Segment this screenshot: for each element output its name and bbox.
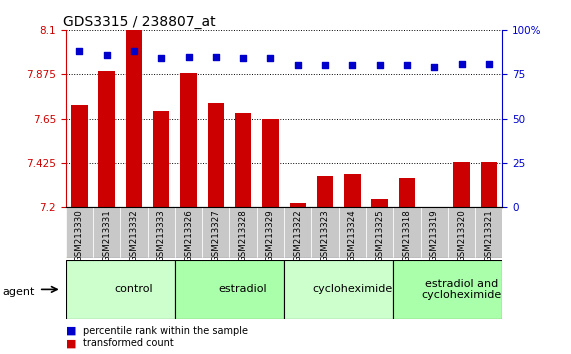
Point: [102, 52, 111, 58]
Point: [320, 63, 329, 68]
Point: [130, 48, 139, 54]
Point: [457, 61, 466, 67]
Text: GSM213326: GSM213326: [184, 210, 193, 262]
Point: [293, 63, 302, 68]
Text: GSM213320: GSM213320: [457, 210, 466, 262]
Bar: [98, 72, 115, 207]
Bar: [202, 207, 230, 258]
Bar: [66, 260, 175, 319]
Text: GSM213322: GSM213322: [293, 210, 302, 262]
Bar: [339, 207, 366, 258]
Bar: [481, 162, 497, 207]
Text: GSM213328: GSM213328: [239, 210, 248, 262]
Text: GSM213331: GSM213331: [102, 210, 111, 262]
Point: [266, 56, 275, 61]
Bar: [366, 207, 393, 258]
Bar: [399, 178, 415, 207]
Point: [375, 63, 384, 68]
Bar: [120, 207, 147, 258]
Text: agent: agent: [3, 287, 35, 297]
Point: [75, 48, 84, 54]
Text: ■: ■: [66, 326, 76, 336]
Text: GDS3315 / 238807_at: GDS3315 / 238807_at: [63, 15, 216, 29]
Bar: [311, 207, 339, 258]
Bar: [289, 203, 306, 207]
Text: transformed count: transformed count: [83, 338, 174, 348]
Bar: [126, 30, 142, 207]
Text: estradiol: estradiol: [219, 284, 267, 295]
Text: GSM213329: GSM213329: [266, 210, 275, 262]
Bar: [393, 207, 421, 258]
Bar: [262, 119, 279, 207]
Bar: [66, 207, 93, 258]
Text: percentile rank within the sample: percentile rank within the sample: [83, 326, 248, 336]
Text: cycloheximide: cycloheximide: [312, 284, 392, 295]
Bar: [393, 260, 502, 319]
Bar: [257, 207, 284, 258]
Bar: [448, 207, 475, 258]
Bar: [284, 207, 311, 258]
Bar: [180, 73, 196, 207]
Text: GSM213319: GSM213319: [430, 210, 439, 262]
Bar: [453, 162, 470, 207]
Point: [211, 54, 220, 59]
Point: [429, 64, 439, 70]
Point: [184, 54, 193, 59]
Point: [239, 56, 248, 61]
Point: [156, 56, 166, 61]
Text: GSM213330: GSM213330: [75, 210, 84, 262]
Bar: [147, 207, 175, 258]
Bar: [230, 207, 257, 258]
Text: GSM213332: GSM213332: [130, 210, 138, 262]
Text: GSM213323: GSM213323: [320, 210, 329, 262]
Bar: [93, 207, 120, 258]
Bar: [235, 113, 251, 207]
Point: [484, 61, 493, 67]
Text: estradiol and
cycloheximide: estradiol and cycloheximide: [421, 279, 502, 300]
Bar: [344, 174, 360, 207]
Text: GSM213327: GSM213327: [211, 210, 220, 262]
Bar: [71, 105, 87, 207]
Bar: [208, 103, 224, 207]
Text: ■: ■: [66, 338, 76, 348]
Bar: [175, 207, 202, 258]
Text: GSM213333: GSM213333: [156, 210, 166, 262]
Text: GSM213325: GSM213325: [375, 210, 384, 262]
Point: [348, 63, 357, 68]
Bar: [475, 207, 502, 258]
Text: GSM213324: GSM213324: [348, 210, 357, 262]
Text: control: control: [115, 284, 153, 295]
Bar: [421, 207, 448, 258]
Text: GSM213318: GSM213318: [403, 210, 412, 262]
Bar: [175, 260, 284, 319]
Point: [403, 63, 412, 68]
Text: GSM213321: GSM213321: [484, 210, 493, 262]
Bar: [284, 260, 393, 319]
Bar: [153, 111, 170, 207]
Bar: [317, 176, 333, 207]
Bar: [371, 199, 388, 207]
